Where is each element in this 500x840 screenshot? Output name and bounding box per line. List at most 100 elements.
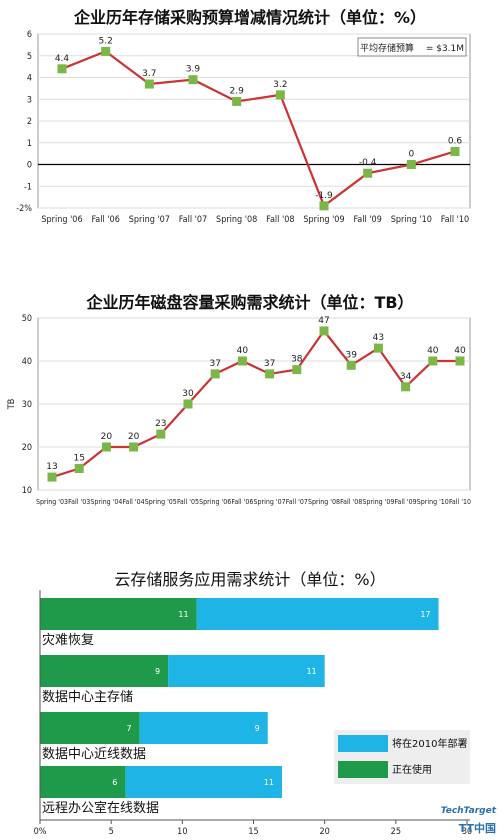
chart3-bar-segment <box>168 655 325 687</box>
chart1-legend-text: 平均存储预算 = $3.1M <box>360 42 464 54</box>
chart2-ytick-label: 20 <box>22 443 32 453</box>
chart2-xtick-label: Spring '06 <box>199 498 231 506</box>
chart2-ytick-label: 10 <box>22 486 32 496</box>
chart2-xtick-label: Fall '09 <box>395 498 417 506</box>
chart1-data-label: 0 <box>408 150 414 160</box>
chart2-xtick-label: Spring '09 <box>362 498 394 506</box>
chart1-legend-box <box>357 37 467 57</box>
chart2-data-label: 34 <box>400 372 412 382</box>
chart1-data-point <box>450 146 460 156</box>
chart2-data-label: 20 <box>128 432 140 442</box>
chart1-xtick-label: Spring '06 <box>41 215 82 225</box>
chart1-data-point <box>57 64 67 74</box>
chart1-data-label: 3.7 <box>142 69 156 79</box>
chart1-data-point <box>101 46 111 56</box>
logo-text-bottom: TT中国 <box>458 822 496 835</box>
chart1-data-label: 3.9 <box>186 65 201 75</box>
chart3-xtick-label: 15 <box>248 827 258 837</box>
chart3-xtick-label: 20 <box>320 827 330 837</box>
chart2-xtick-label: Spring '05 <box>145 498 177 506</box>
chart3-legend-label: 将在2010年部署 <box>392 737 467 750</box>
chart1-data-label: -1.9 <box>315 191 333 201</box>
chart1-data-label: 3.2 <box>273 80 287 90</box>
chart2-data-point <box>47 472 57 482</box>
chart2-ytick-label: 50 <box>22 314 32 324</box>
chart3-bar-label: 11 <box>178 610 188 619</box>
chart1-data-label: -0.4 <box>359 158 377 168</box>
chart3-category-label: 数据中心主存储 <box>42 690 133 705</box>
chart3-category-label: 远程办公室在线数据 <box>42 800 159 816</box>
chart2-xtick-label: Fall '10 <box>449 498 471 506</box>
chart2-data-point <box>455 356 465 366</box>
chart2-data-point <box>101 442 111 452</box>
chart3-bar-segment <box>125 766 282 798</box>
chart2-disk-capacity: 10 20 30 40 50 TB 13 15 20 20 23 30 37 40 37 38 47 39 43 34… <box>7 314 471 506</box>
chart1-series-line <box>61 50 456 208</box>
chart2-data-point <box>373 343 383 353</box>
chart3-bar-segment <box>196 598 439 630</box>
chart2-data-label: 39 <box>345 350 357 360</box>
chart1-xtick-label: Fall '06 <box>91 215 119 225</box>
chart3-xtick-label: 10 <box>177 827 187 837</box>
chart1-budget-change: -2% -1 0 1 2 3 4 5 6 4.4 5.2 3.7 3.9 2.9 3.2 -1.9 -0.4 0 0… <box>16 30 471 225</box>
chart1-xtick-label: Spring '07 <box>129 215 170 225</box>
chart3-xtick-label: 0% <box>34 827 47 837</box>
chart1-xtick-label: Spring '09 <box>303 215 344 225</box>
chart3-xtick-label: 25 <box>391 827 401 837</box>
chart1-xtick-label: Fall '07 <box>179 215 207 225</box>
chart3-legend-swatch <box>338 735 388 752</box>
chart2-data-label: 30 <box>182 389 194 399</box>
chart2-data-point <box>401 382 411 392</box>
chart2-data-point <box>346 360 356 370</box>
chart2-series-line <box>51 329 460 479</box>
chart1-ytick-label: -2% <box>16 204 32 214</box>
chart2-data-point <box>292 365 302 375</box>
chart1-data-point <box>406 160 416 169</box>
chart1-ytick-label: 4 <box>27 74 32 84</box>
chart1-data-label: 4.4 <box>55 54 70 64</box>
chart1-xtick-label: Spring '08 <box>216 215 257 225</box>
chart2-xtick-label: Fall '04 <box>123 498 145 506</box>
chart1-ytick-label: 1 <box>27 139 32 149</box>
chart2-ytick-label: 30 <box>22 400 32 410</box>
chart2-xtick-label: Spring '10 <box>417 498 449 506</box>
chart3-bar-label: 7 <box>127 724 132 733</box>
chart3-bar-segment <box>40 598 197 630</box>
chart2-xtick-label: Spring '04 <box>90 498 122 506</box>
chart2-data-label: 40 <box>237 346 249 356</box>
chart2-data-point <box>265 369 275 379</box>
chart2-xtick-label: Spring '08 <box>308 498 340 506</box>
chart1-ytick-label: -1 <box>24 182 32 192</box>
chart1-ytick-label: 3 <box>27 95 32 105</box>
chart2-data-label: 20 <box>101 432 113 442</box>
chart2-data-label: 37 <box>264 359 275 369</box>
chart2-xtick-label: Fall '06 <box>231 498 253 506</box>
chart2-data-point <box>129 442 139 452</box>
logo-text-top: TechTarget <box>440 806 496 816</box>
chart2-data-label: 40 <box>427 346 439 356</box>
chart2-ylabel: TB <box>7 399 17 411</box>
chart2-xtick-label: Spring '07 <box>254 498 286 506</box>
chart3-bar-segment <box>40 655 169 687</box>
chart2-title: 企业历年磁盘容量采购需求统计（单位：TB） <box>86 293 414 312</box>
chart3-xtick-label: 5 <box>109 827 114 837</box>
chart3-legend-label: 正在使用 <box>392 763 432 776</box>
chart3-bar-segment <box>40 766 126 798</box>
chart2-data-point <box>319 326 329 336</box>
chart3-bar-label: 9 <box>155 667 160 676</box>
chart2-data-point <box>237 356 247 366</box>
chart1-title: 企业历年存储采购预算增减情况统计（单位：%） <box>73 8 427 27</box>
chart2-xtick-label: Fall '08 <box>340 498 362 506</box>
chart2-xtick-label: Fall '03 <box>68 498 90 506</box>
chart3-bar-label: 11 <box>306 667 316 676</box>
chart2-data-label: 38 <box>291 355 303 365</box>
chart2-ytick-label: 40 <box>22 357 32 367</box>
chart1-data-point <box>275 90 285 100</box>
chart1-data-point <box>144 79 154 89</box>
chart3-title: 云存储服务应用需求统计（单位：%） <box>114 570 386 589</box>
chart1-data-point <box>363 168 373 178</box>
chart3-bar-label: 11 <box>264 778 274 787</box>
chart3-bar-label: 17 <box>420 610 430 619</box>
chart1-ytick-label: 0 <box>27 161 32 171</box>
chart1-data-label: 5.2 <box>99 36 113 46</box>
